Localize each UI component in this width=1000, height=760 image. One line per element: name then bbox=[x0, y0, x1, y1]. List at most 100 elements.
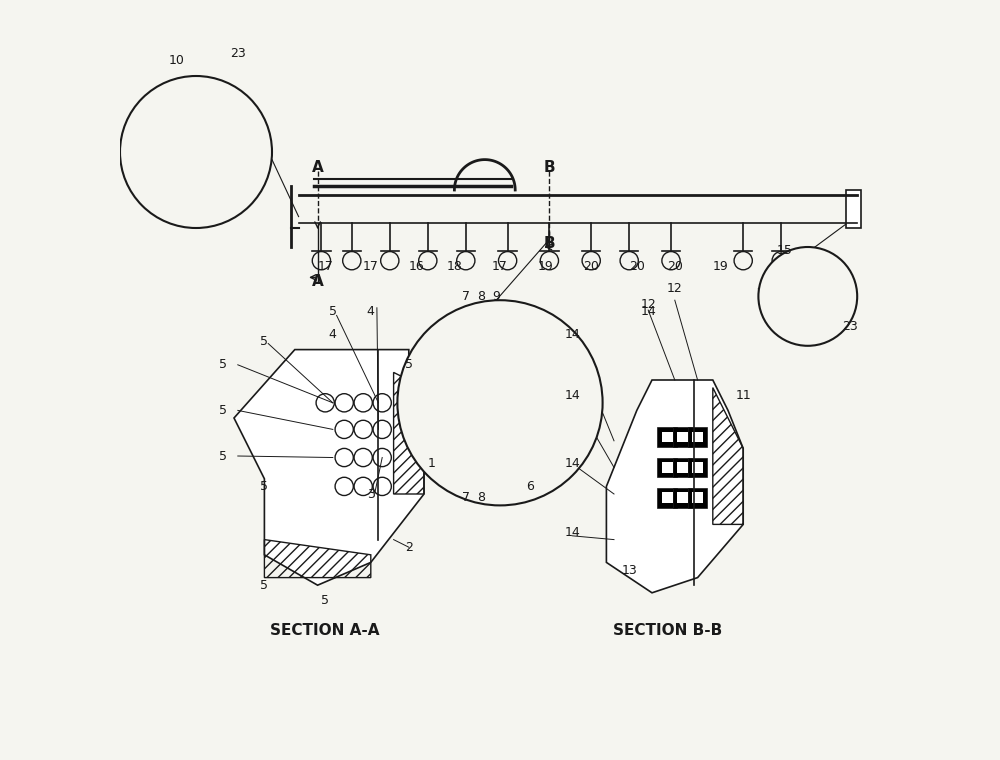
Text: 23: 23 bbox=[842, 320, 857, 334]
Circle shape bbox=[758, 247, 857, 346]
Text: 13: 13 bbox=[621, 563, 637, 577]
Text: 6: 6 bbox=[526, 480, 534, 493]
Text: 20: 20 bbox=[667, 259, 683, 273]
Text: 14: 14 bbox=[564, 328, 580, 341]
Text: 20: 20 bbox=[629, 259, 645, 273]
Circle shape bbox=[335, 394, 353, 412]
Bar bbox=[692, 492, 703, 503]
Text: 16: 16 bbox=[409, 259, 424, 273]
Text: 5: 5 bbox=[219, 404, 227, 417]
Text: 7: 7 bbox=[462, 491, 470, 505]
Text: 5: 5 bbox=[405, 358, 413, 372]
Text: 17: 17 bbox=[317, 259, 333, 273]
Text: 1: 1 bbox=[428, 457, 436, 470]
Text: SECTION A-A: SECTION A-A bbox=[270, 623, 380, 638]
Circle shape bbox=[480, 451, 489, 461]
Circle shape bbox=[335, 477, 353, 496]
Text: A: A bbox=[312, 274, 323, 289]
Text: 2: 2 bbox=[405, 540, 413, 554]
Text: 21: 21 bbox=[811, 259, 827, 273]
Circle shape bbox=[489, 361, 527, 399]
Text: 12: 12 bbox=[667, 282, 683, 296]
Bar bbox=[662, 492, 673, 503]
Circle shape bbox=[354, 477, 372, 496]
Bar bbox=[673, 488, 692, 508]
Text: A: A bbox=[312, 160, 323, 175]
Text: 14: 14 bbox=[564, 388, 580, 402]
Text: 9: 9 bbox=[492, 290, 500, 303]
Circle shape bbox=[354, 448, 372, 467]
Text: 11: 11 bbox=[735, 388, 751, 402]
Text: 5: 5 bbox=[260, 480, 268, 493]
Circle shape bbox=[373, 394, 391, 412]
Text: 12: 12 bbox=[640, 297, 656, 311]
Text: 5: 5 bbox=[260, 578, 268, 592]
Bar bbox=[657, 427, 677, 447]
Text: 5: 5 bbox=[219, 358, 227, 372]
Circle shape bbox=[480, 391, 489, 400]
Text: B: B bbox=[544, 160, 555, 175]
Circle shape bbox=[120, 76, 272, 228]
Text: 7: 7 bbox=[462, 290, 470, 303]
Bar bbox=[677, 492, 688, 503]
Circle shape bbox=[480, 436, 489, 445]
Bar bbox=[688, 427, 707, 447]
Bar bbox=[462, 327, 508, 388]
Bar bbox=[673, 458, 692, 477]
Bar bbox=[692, 432, 703, 442]
Text: 8: 8 bbox=[477, 290, 485, 303]
Bar bbox=[677, 462, 688, 473]
Text: 14: 14 bbox=[640, 305, 656, 318]
Bar bbox=[657, 488, 677, 508]
Text: 19: 19 bbox=[713, 259, 728, 273]
Bar bbox=[662, 432, 673, 442]
Circle shape bbox=[397, 300, 603, 505]
Text: 5: 5 bbox=[321, 594, 329, 607]
Bar bbox=[846, 190, 861, 228]
Text: 14: 14 bbox=[564, 525, 580, 539]
Text: 20: 20 bbox=[583, 259, 599, 273]
Circle shape bbox=[480, 421, 489, 430]
Text: 4: 4 bbox=[367, 305, 375, 318]
Text: 14: 14 bbox=[564, 457, 580, 470]
Bar bbox=[662, 462, 673, 473]
Circle shape bbox=[335, 448, 353, 467]
Text: 3: 3 bbox=[367, 487, 375, 501]
Circle shape bbox=[373, 477, 391, 496]
Bar bbox=[150, 133, 173, 144]
Text: 8: 8 bbox=[477, 491, 485, 505]
Bar bbox=[688, 488, 707, 508]
Polygon shape bbox=[606, 380, 743, 593]
Text: 23: 23 bbox=[230, 46, 246, 60]
Text: 19: 19 bbox=[538, 259, 553, 273]
Bar bbox=[169, 129, 207, 190]
Bar bbox=[692, 462, 703, 473]
Text: 22: 22 bbox=[773, 259, 789, 273]
Text: B: B bbox=[544, 236, 555, 251]
Circle shape bbox=[316, 394, 334, 412]
Bar bbox=[793, 277, 812, 315]
Circle shape bbox=[335, 420, 353, 439]
Bar bbox=[657, 458, 677, 477]
Text: 5: 5 bbox=[329, 305, 337, 318]
Bar bbox=[800, 266, 815, 277]
Text: 4: 4 bbox=[329, 328, 337, 341]
Bar bbox=[673, 427, 692, 447]
Text: 18: 18 bbox=[446, 259, 462, 273]
Text: 15: 15 bbox=[777, 244, 793, 258]
Circle shape bbox=[354, 420, 372, 439]
Bar bbox=[677, 432, 688, 442]
Text: 5: 5 bbox=[219, 449, 227, 463]
Circle shape bbox=[373, 448, 391, 467]
Text: SECTION B-B: SECTION B-B bbox=[613, 623, 722, 638]
Bar bbox=[688, 458, 707, 477]
Circle shape bbox=[480, 406, 489, 415]
Text: 10: 10 bbox=[169, 54, 185, 68]
Text: 17: 17 bbox=[363, 259, 379, 273]
Text: 17: 17 bbox=[492, 259, 508, 273]
Circle shape bbox=[354, 394, 372, 412]
Polygon shape bbox=[234, 350, 424, 585]
Text: 5: 5 bbox=[260, 335, 268, 349]
Circle shape bbox=[373, 420, 391, 439]
Bar bbox=[485, 372, 538, 456]
